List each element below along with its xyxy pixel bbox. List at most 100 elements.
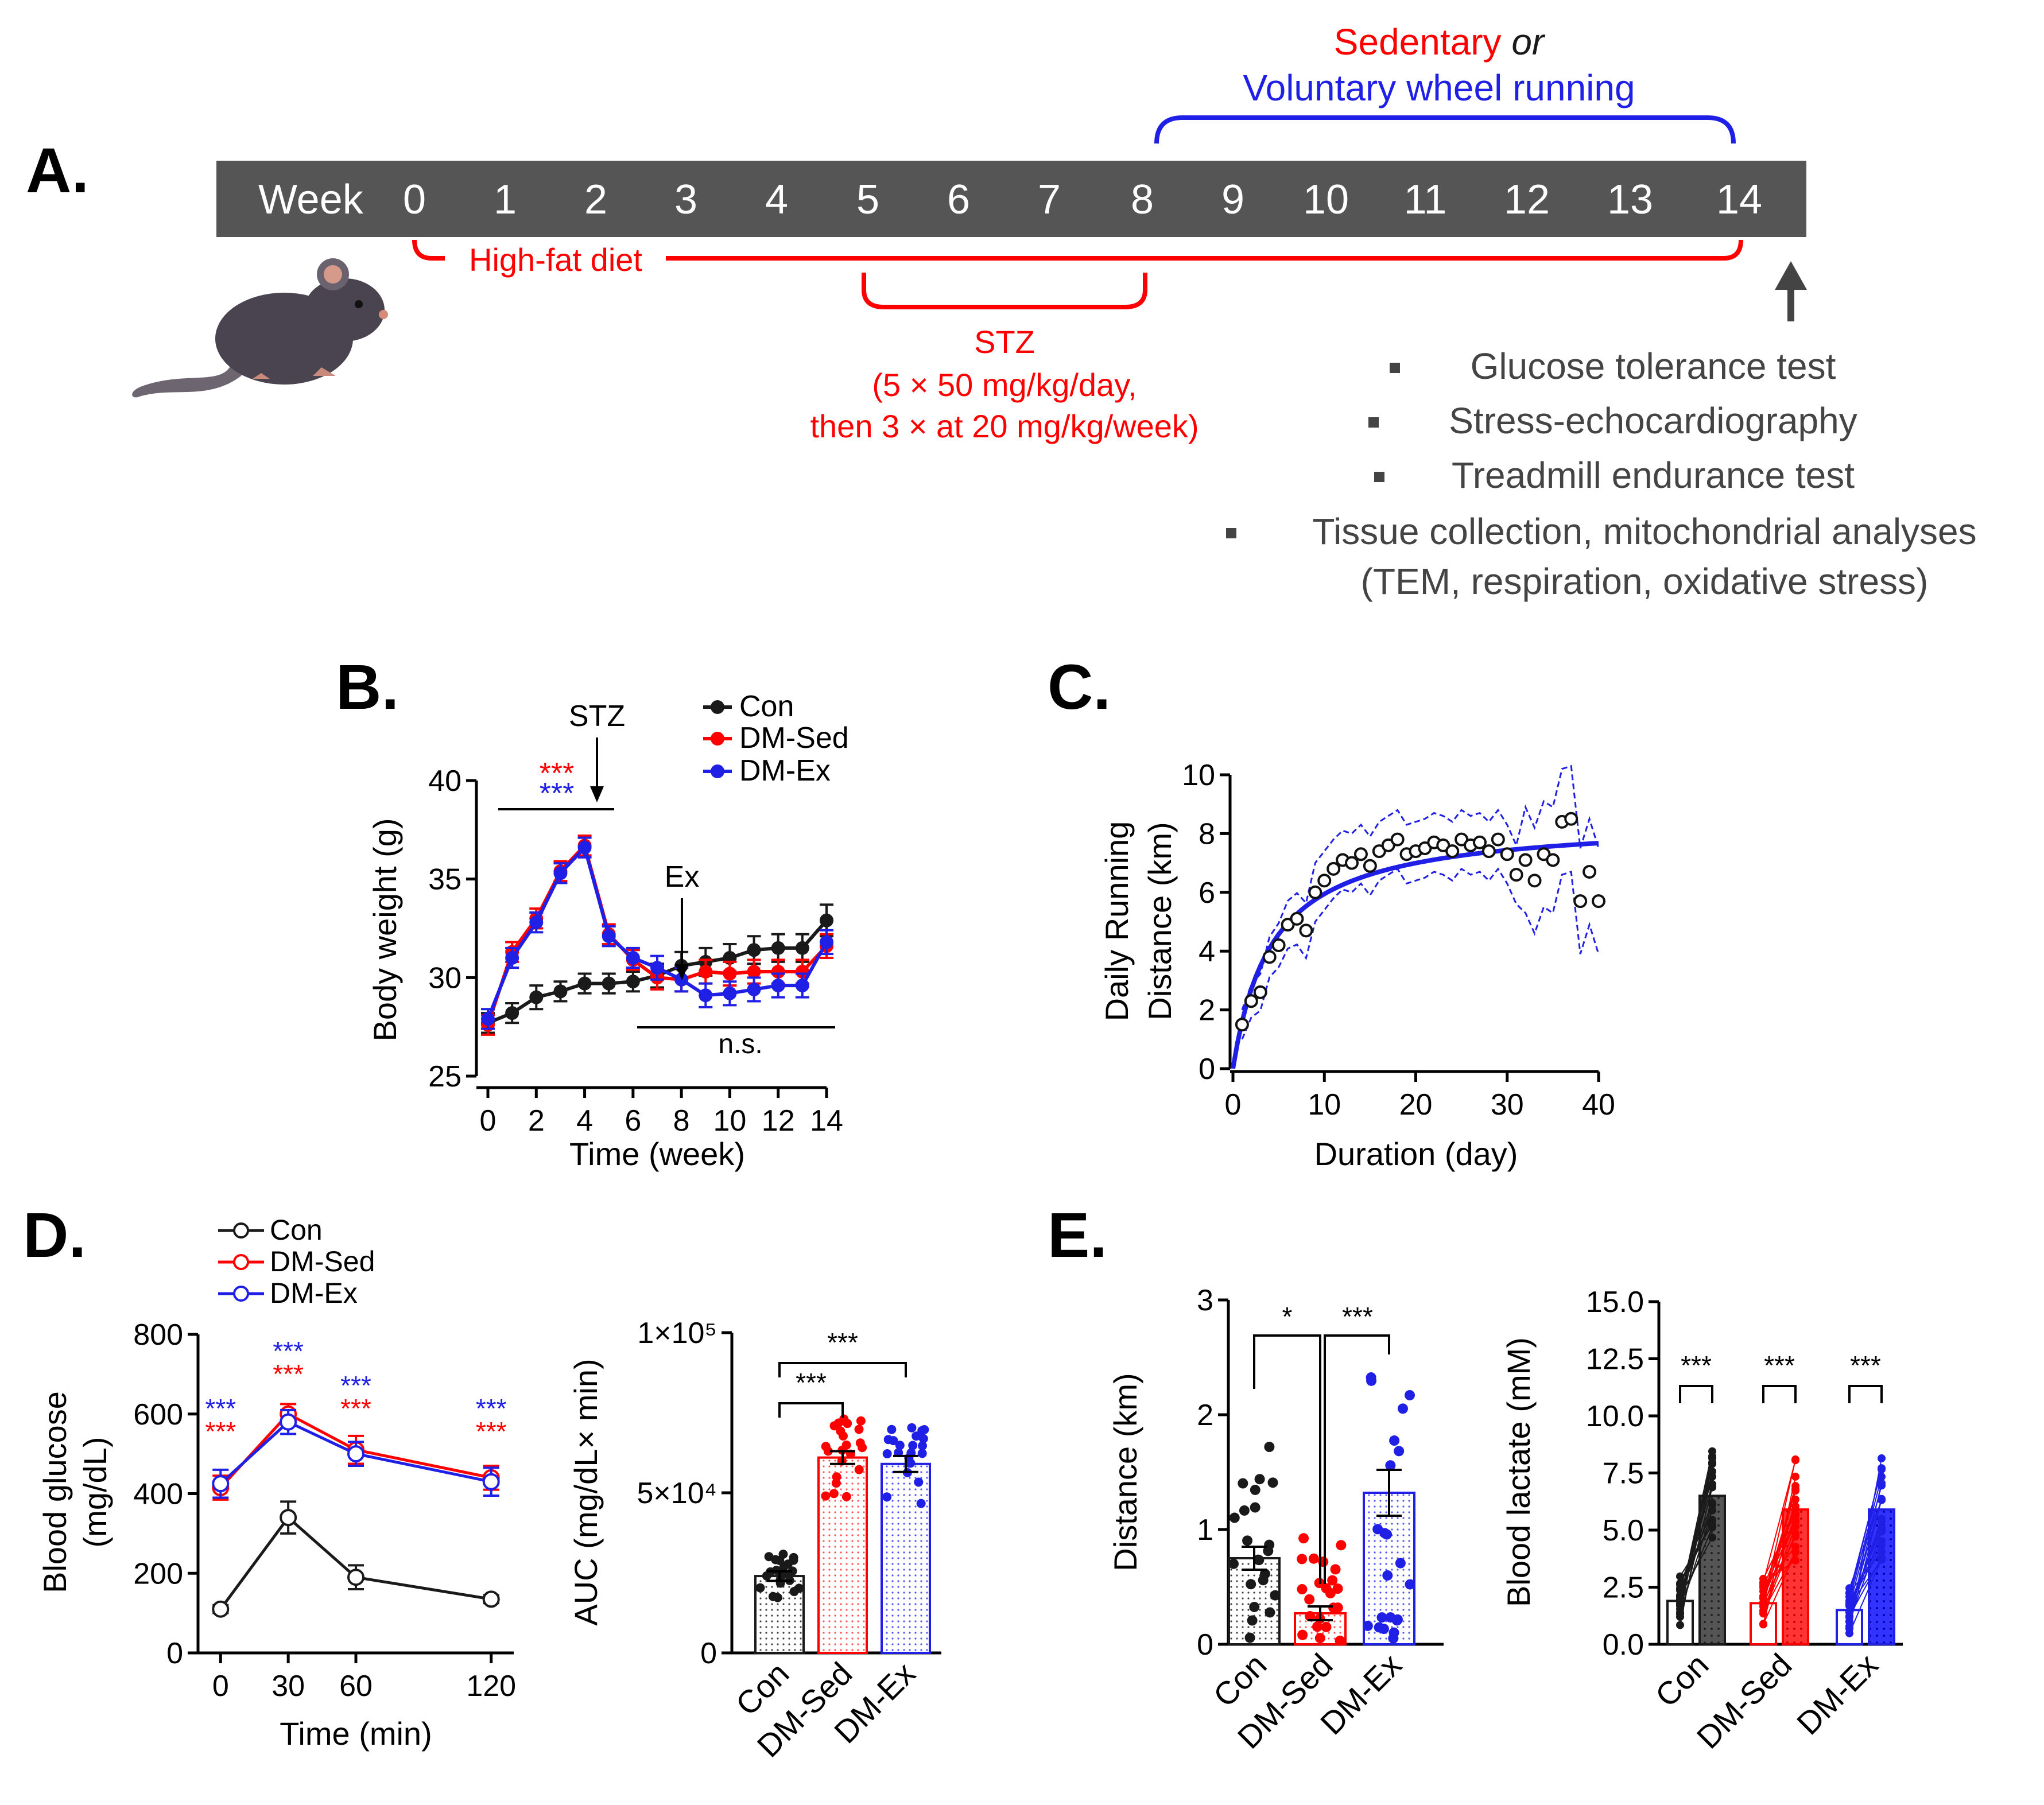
x-tick-label: 8 [673, 1104, 690, 1138]
data-point [1363, 859, 1377, 873]
individual-point [1297, 1554, 1308, 1565]
data-point-DM-Ex [481, 1012, 495, 1026]
chart-body-weight: 25 30 35 40 0 2 4 6 8 10 12 14 Time (week) Body weigh… [367, 690, 849, 1172]
y-tick-label: 800 [133, 1318, 183, 1352]
week-number: 7 [1038, 177, 1061, 223]
y-axis-title-line1: Blood glucose [37, 1391, 73, 1593]
paired-line [1680, 1458, 1713, 1614]
y-tick-label: 0 [700, 1637, 717, 1670]
data-point-Con [820, 913, 833, 927]
y-tick-label: 0.0 [1603, 1628, 1644, 1662]
week-number: 14 [1716, 177, 1762, 223]
data-point [1583, 864, 1597, 879]
individual-point [1676, 1610, 1684, 1618]
data-point [1271, 938, 1286, 952]
week-number: 13 [1607, 177, 1653, 223]
data-point-Con [347, 1569, 364, 1586]
bar-DM-Ex [881, 1462, 931, 1655]
significance-bracket [1253, 1334, 1321, 1584]
y-axis-title-line1: Daily Running [1099, 821, 1135, 1022]
y-tick-label: 25 [428, 1060, 461, 1093]
hfd-label: High-fat diet [469, 242, 642, 278]
individual-point [1335, 1635, 1345, 1646]
individual-point [1759, 1598, 1767, 1607]
stz-title: STZ [974, 324, 1035, 360]
outcome-test-list: Glucose tolerance test Stress-echocardiog… [1226, 346, 1977, 552]
y-tick-label: 0 [1199, 1053, 1215, 1086]
significance-bracket [1324, 1334, 1390, 1584]
data-point [1500, 847, 1514, 861]
data-point-Con [482, 1590, 500, 1608]
individual-point [1708, 1506, 1716, 1515]
data-point-DM-Ex [505, 951, 519, 965]
individual-point [789, 1587, 799, 1597]
individual-point [858, 1443, 867, 1453]
data-point-Con [553, 984, 568, 999]
individual-point [1362, 1620, 1373, 1631]
x-category-label: DM-Ex [1790, 1647, 1885, 1742]
individual-point [1254, 1474, 1265, 1485]
bullet-icon [1390, 363, 1400, 373]
voluntary-label: Voluntary wheel running [1243, 67, 1635, 108]
up-arrow-icon [1775, 261, 1807, 321]
stz-dose-line2: then 3 × at 20 mg/kg/week) [810, 408, 1199, 444]
chart-running-distance: 0 2 4 6 8 10 0 10 20 30 40 Duration (day) Daily Runn… [1099, 759, 1615, 1172]
panel-b-label: B. [336, 652, 399, 723]
hfd-bracket [412, 239, 1743, 261]
significance-stars: *** [827, 1327, 858, 1357]
fit-curve [1231, 841, 1599, 1069]
confidence-band-lower [1241, 867, 1600, 1040]
data-point-DM-Ex [795, 979, 809, 993]
test-item: Treadmill endurance test [1452, 455, 1855, 496]
data-point [1244, 994, 1258, 1008]
significance-bracket [1848, 1385, 1883, 1403]
individual-point [841, 1492, 851, 1501]
paired-line [1849, 1521, 1882, 1618]
individual-point [1270, 1590, 1281, 1601]
paired-line [1680, 1509, 1713, 1591]
y-tick-label: 4 [1199, 935, 1215, 968]
data-point [1472, 835, 1487, 849]
legend-swatch-marker [233, 1286, 249, 1302]
individual-point [1297, 1629, 1308, 1640]
individual-point [1239, 1505, 1250, 1516]
paired-line [1849, 1518, 1882, 1613]
significance-stars-red: *** [205, 1416, 236, 1446]
data-point-DM-Ex [674, 972, 689, 987]
y-tick-label: 1×10⁵ [637, 1317, 717, 1350]
y-axis-title: AUC (mg/dL× min) [568, 1358, 604, 1625]
individual-point [1314, 1633, 1325, 1644]
data-point [1527, 874, 1542, 888]
y-tick-label: 2 [1199, 994, 1215, 1027]
individual-point [1376, 1612, 1387, 1623]
individual-point [1312, 1621, 1322, 1632]
data-point-Con [577, 976, 592, 991]
individual-point [1845, 1608, 1853, 1616]
paired-line [1680, 1456, 1713, 1606]
y-axis-title: Distance (km) [1107, 1373, 1143, 1571]
individual-point [1708, 1499, 1716, 1507]
paired-line [1763, 1459, 1796, 1583]
y-tick-label: 5×10⁴ [637, 1477, 717, 1510]
ns-annotation: n.s. [718, 1029, 762, 1059]
stz-arrow-head [590, 786, 604, 802]
data-point [1491, 832, 1505, 847]
significance-bracket [1762, 1385, 1797, 1403]
significance-stars-blue: *** [476, 1393, 507, 1423]
data-point [1235, 1018, 1249, 1032]
significance-stars-blue: *** [205, 1393, 236, 1423]
data-point [1445, 844, 1460, 859]
data-point [1327, 861, 1341, 876]
paired-line [1849, 1476, 1882, 1601]
individual-point [1305, 1611, 1316, 1622]
week-number: 2 [584, 177, 607, 223]
significance-bracket [1679, 1385, 1713, 1403]
data-point [1573, 894, 1588, 909]
week-number: 0 [403, 177, 426, 223]
significance-stars-red: *** [273, 1359, 304, 1389]
individual-point [1759, 1607, 1767, 1616]
significance-stars-red: *** [540, 757, 575, 790]
paired-line [1849, 1559, 1882, 1606]
individual-point [1791, 1529, 1799, 1538]
